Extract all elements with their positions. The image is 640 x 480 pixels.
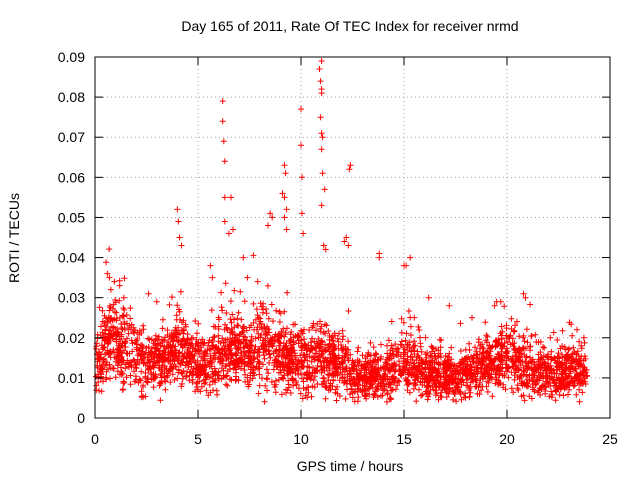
data-points: [93, 58, 591, 405]
y-tick-label: 0.08: [58, 89, 85, 105]
x-tick-label: 25: [602, 431, 618, 447]
y-tick-label: 0: [77, 410, 85, 426]
y-axis: 0 0.01 0.02 0.03 0.04 0.05 0.06 0.07 0.08 0.09: [58, 49, 610, 426]
y-tick-label: 0.02: [58, 330, 85, 346]
y-tick-label: 0.04: [58, 250, 85, 266]
y-tick-label: 0.06: [58, 169, 85, 185]
chart-title: Day 165 of 2011, Rate Of TEC Index for r…: [181, 18, 518, 34]
x-tick-label: 0: [91, 431, 99, 447]
x-tick-label: 15: [396, 431, 412, 447]
scatter-markers: [93, 58, 591, 405]
y-tick-label: 0.05: [58, 209, 85, 225]
y-tick-label: 0.03: [58, 290, 85, 306]
y-axis-label: ROTI / TECUs: [6, 193, 22, 283]
x-axis: 0 5 10 15 20 25: [91, 57, 618, 447]
y-tick-label: 0.01: [58, 370, 85, 386]
x-tick-label: 5: [194, 431, 202, 447]
x-axis-label: GPS time / hours: [297, 458, 404, 474]
x-tick-label: 10: [293, 431, 309, 447]
x-tick-label: 20: [499, 431, 515, 447]
y-tick-label: 0.07: [58, 129, 85, 145]
plot-frame: [94, 56, 611, 419]
y-tick-label: 0.09: [58, 49, 85, 65]
